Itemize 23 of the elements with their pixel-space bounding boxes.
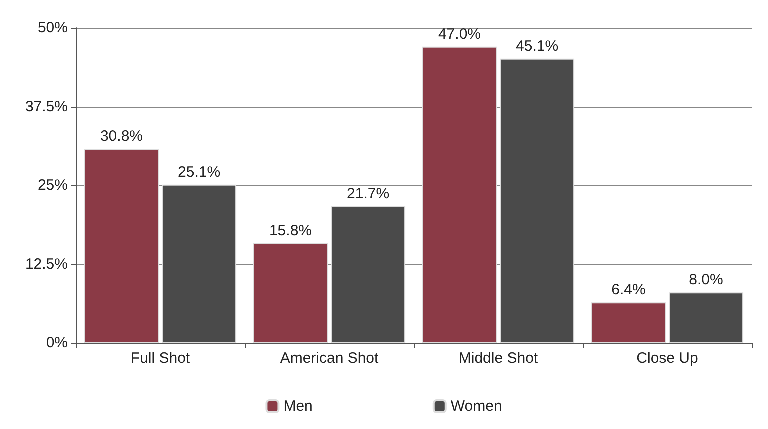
bar (253, 243, 328, 343)
data-label: 47.0% (438, 26, 482, 43)
y-tick-label: 25% (38, 177, 68, 194)
data-label: 25.1% (178, 164, 221, 181)
y-tick-label: 50% (38, 20, 68, 36)
legend-label: Men (284, 398, 313, 415)
bar (591, 302, 666, 343)
y-tick-label: 37.5% (25, 98, 68, 116)
x-tick-label: American Shot (280, 350, 380, 367)
data-label: 6.4% (612, 282, 646, 299)
x-tick-label: Full Shot (130, 350, 191, 367)
data-label: 45.1% (516, 38, 559, 55)
data-label: 15.8% (269, 222, 312, 240)
bar (422, 46, 498, 343)
bar (84, 148, 160, 343)
x-tick-label: Close Up (636, 350, 698, 367)
data-label: 21.7% (346, 185, 390, 202)
y-tick-label: 0% (46, 334, 68, 352)
y-tick-label: 12.5% (25, 256, 68, 273)
data-label: 8.0% (689, 272, 724, 289)
x-tick-label: Middle Shot (458, 350, 539, 367)
legend-label: Women (450, 398, 502, 415)
data-label: 30.8% (100, 128, 144, 145)
